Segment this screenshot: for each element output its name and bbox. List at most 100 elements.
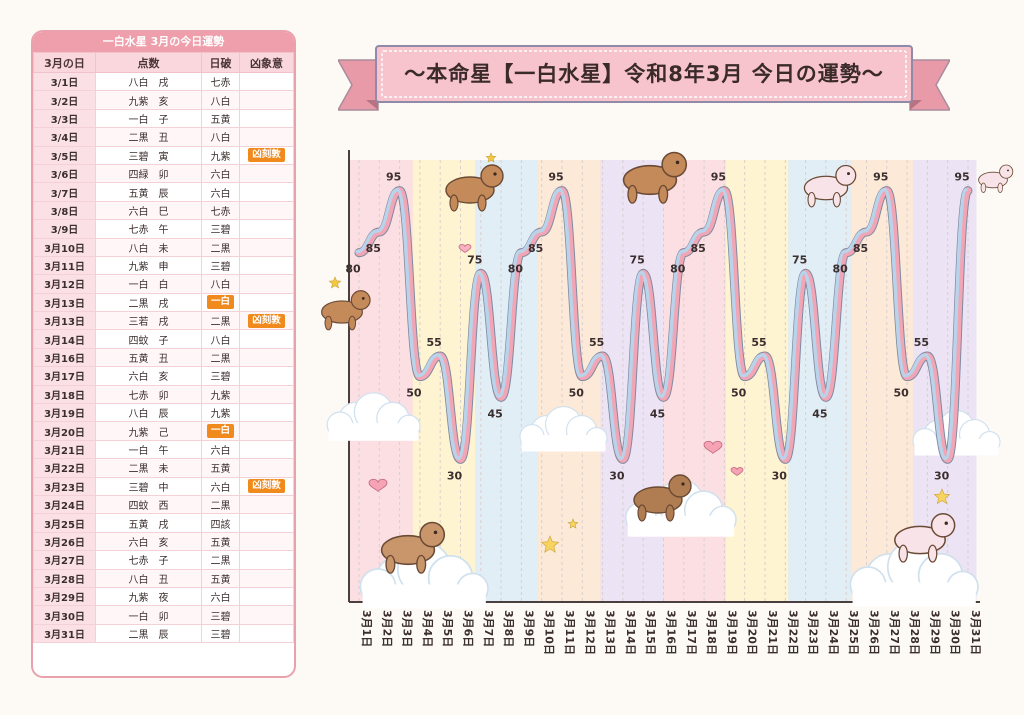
fortune-table-panel: 一白水星 3月の今日運勢 3月の日 点数 日破 凶象意 3/1日 八白 戌七赤 3/… [31, 30, 296, 678]
x-tick-label: 3月29日 [928, 610, 941, 655]
star-icon [933, 488, 951, 505]
data-label: 45 [812, 407, 827, 420]
animal-leg [416, 554, 427, 574]
x-tick-label: 3月18日 [705, 610, 718, 655]
x-tick-label: 3月7日 [482, 610, 495, 647]
animal-leg [832, 191, 841, 208]
x-tick-label: 3月23日 [807, 610, 820, 655]
row-date: 3月20日 [33, 421, 96, 441]
chart-x-tick-labels: 3月1日 3月2日 3月3日 3月4日 3月5日 3月6日 3月7日 3月8日 3月9日 3月10… [360, 610, 982, 655]
omen-badge: 凶刻敦 [248, 148, 285, 163]
table-row: 3月28日 八白 丑五黄 [33, 568, 294, 588]
animal-eye [681, 482, 685, 486]
x-tick-label: 3月16日 [665, 610, 678, 655]
table-row: 3月17日 六白 亥三碧 [33, 366, 294, 386]
animal-head [930, 513, 956, 538]
row-date: 3月21日 [33, 439, 96, 460]
row-omen [239, 623, 294, 644]
table-row: 3/7日 五黄 辰六白 [33, 182, 294, 202]
break-highlight-badge: 一白 [206, 424, 234, 439]
x-tick-label: 3月1日 [360, 610, 373, 647]
row-date: 3月28日 [33, 568, 96, 588]
row-omen [239, 458, 294, 478]
row-score: 六白 亥 [95, 531, 202, 552]
row-omen [239, 274, 294, 294]
x-tick-label: 3月20日 [746, 610, 759, 655]
data-label: 85 [690, 242, 705, 255]
x-tick-label: 3月9日 [522, 610, 535, 647]
row-omen [239, 531, 294, 552]
row-omen [239, 127, 294, 147]
banner-title: ～本命星【一白水星】令和8年3月 今日の運勢～ [404, 62, 884, 86]
row-break: 二黒 [201, 347, 240, 368]
x-tick-label: 3月31日 [969, 610, 982, 655]
row-score: 二黒 未 [95, 458, 202, 478]
animal-leg [807, 191, 816, 208]
data-label: 30 [934, 469, 950, 482]
animal-leg [449, 194, 459, 212]
animal-head [835, 164, 857, 186]
chart-value-labels: 80 85 95 50 55 30 75 45 80 85 95 50 55 30 75 45 80 85 95 50… [345, 171, 969, 483]
x-tick-label: 3月21日 [766, 610, 779, 655]
star-icon [540, 535, 560, 553]
series-line-blue [355, 187, 968, 461]
x-tick-label: 3月22日 [786, 610, 799, 655]
cloud-bottom-right [849, 539, 979, 607]
cloud-base [521, 435, 606, 452]
animal-head [350, 290, 371, 311]
animal-eye [433, 530, 438, 535]
table-row: 3月24日 四蚊 西二黒 [33, 494, 294, 515]
star-icon [485, 152, 497, 163]
row-score: 六白 巳 [95, 200, 202, 221]
animal-leg [658, 184, 669, 204]
table-row: 3/9日 七赤 午三碧 [33, 219, 294, 239]
animal-leg [385, 554, 396, 574]
cloud-base [328, 423, 419, 441]
star-icon [328, 276, 342, 289]
data-label: 80 [345, 263, 361, 276]
data-label: 30 [772, 469, 788, 482]
row-score: 一白 卯 [95, 605, 202, 625]
animal-leg [637, 504, 647, 522]
data-label: 50 [731, 387, 747, 400]
row-date: 3月27日 [33, 550, 96, 570]
row-date: 3/8日 [33, 200, 96, 221]
row-score: 八白 丑 [95, 568, 202, 588]
table-row: 3月21日 一白 午六白 [33, 439, 294, 460]
row-date: 3/3日 [33, 108, 96, 129]
x-tick-label: 3月2日 [380, 610, 393, 647]
row-score: 四緑 卯 [95, 163, 202, 184]
table-row: 3月30日 一白 卯三碧 [33, 605, 294, 625]
data-label: 85 [853, 242, 868, 255]
row-break: 五黄 [201, 531, 240, 552]
animal-leg [997, 182, 1003, 193]
row-score: 八白 未 [95, 237, 202, 257]
table-row: 3/8日 六白 巳七赤 [33, 200, 294, 221]
row-omen [239, 347, 294, 368]
cloud-left [326, 392, 421, 441]
row-break: 二黒 [201, 494, 240, 515]
animal-leg [477, 194, 487, 212]
data-label: 95 [873, 171, 888, 184]
data-label: 45 [487, 407, 502, 420]
x-tick-label: 3月13日 [604, 610, 617, 655]
data-label: 95 [548, 171, 563, 184]
horse-icon [321, 290, 371, 331]
cloud-middle [519, 405, 608, 452]
x-tick-label: 3月4日 [421, 610, 434, 647]
data-label: 85 [366, 242, 381, 255]
x-tick-label: 3月27日 [888, 610, 901, 655]
header-omen: 凶象意 [239, 52, 294, 73]
row-break: 八白 [201, 274, 240, 294]
data-label: 95 [711, 171, 726, 184]
data-label: 75 [467, 253, 482, 266]
cloud-base [362, 584, 486, 609]
animal-leg [627, 184, 638, 204]
table-row: 3月27日 七赤 子二黒 [33, 550, 294, 570]
data-label: 55 [427, 336, 442, 349]
animal-head [419, 521, 446, 548]
animal-leg [348, 315, 357, 331]
row-date: 3月11日 [33, 255, 96, 276]
series-line-pink [355, 187, 972, 463]
x-tick-label: 3月28日 [908, 610, 921, 655]
